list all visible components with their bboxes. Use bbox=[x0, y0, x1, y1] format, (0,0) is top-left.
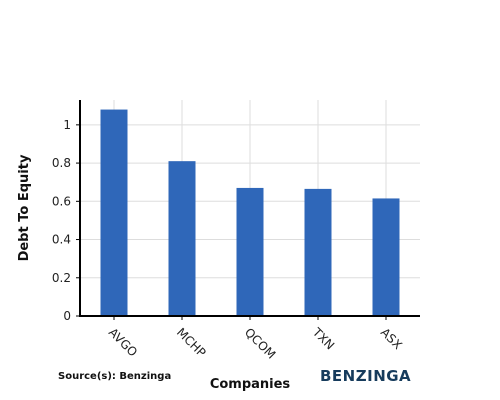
y-tick-label: 0.6 bbox=[52, 194, 71, 208]
bar-qcom bbox=[236, 187, 264, 316]
y-tick-label: 0.8 bbox=[52, 156, 71, 170]
x-tick-label: AVGO bbox=[106, 325, 140, 359]
bar-txn bbox=[304, 188, 332, 316]
x-tick-label: QCOM bbox=[242, 325, 279, 362]
x-tick-label: ASX bbox=[378, 325, 405, 352]
y-tick-label: 0.4 bbox=[52, 233, 71, 247]
source-note: Source(s): Benzinga bbox=[58, 371, 171, 382]
y-tick-label: 0 bbox=[63, 309, 71, 323]
brand-logo: BENZINGA bbox=[320, 367, 411, 385]
bar-mchp bbox=[168, 161, 196, 316]
x-tick-label: MCHP bbox=[174, 325, 209, 360]
y-axis-title: Debt To Equity bbox=[17, 154, 32, 261]
y-tick-label: 1 bbox=[63, 118, 71, 132]
bar-avgo bbox=[100, 109, 128, 316]
y-ticks: 0 0.2 0.4 0.6 0.8 1 bbox=[52, 118, 80, 323]
x-ticks: AVGO MCHP QCOM TXN ASX bbox=[106, 316, 405, 362]
x-tick-label: TXN bbox=[309, 325, 337, 353]
x-axis-title: Companies bbox=[210, 377, 291, 392]
bars bbox=[100, 109, 400, 316]
y-tick-label: 0.2 bbox=[52, 271, 71, 285]
bar-asx bbox=[372, 198, 400, 316]
